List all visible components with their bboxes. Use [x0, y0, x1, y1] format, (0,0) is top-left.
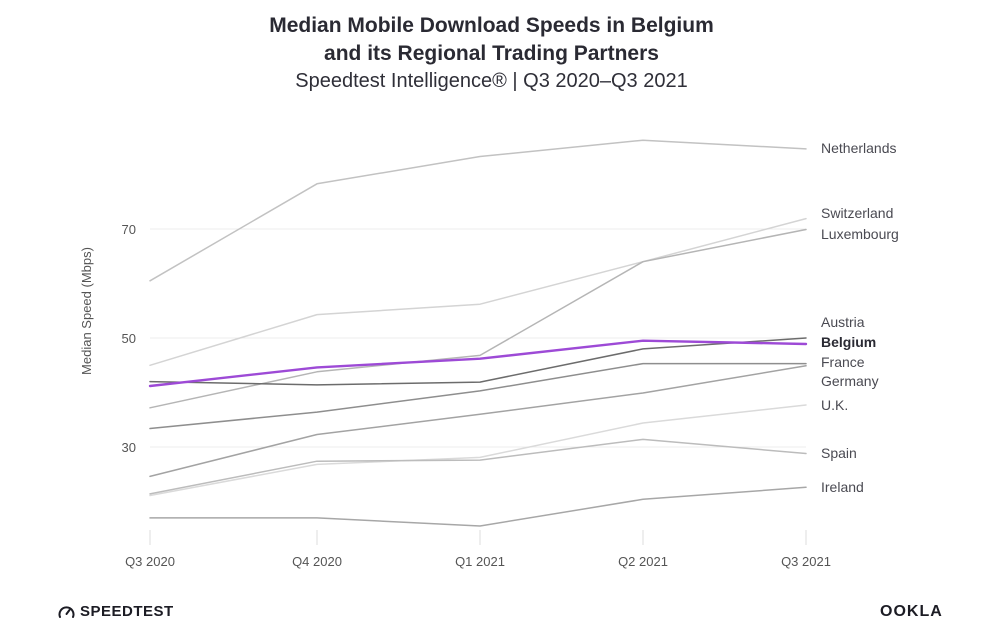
chart-title-line2: and its Regional Trading Partners	[324, 42, 659, 65]
y-axis-label: Median Speed (Mbps)	[79, 247, 94, 375]
chart-subtitle: Speedtest Intelligence® | Q3 2020–Q3 202…	[295, 70, 688, 92]
y-tick-label-50: 50	[122, 331, 136, 346]
series-line-u-k-	[149, 404, 807, 497]
series-label-spain: Spain	[821, 445, 857, 461]
series-line-france	[149, 362, 807, 430]
series-line-germany	[149, 365, 807, 478]
series-label-u-k-: U.K.	[821, 397, 848, 413]
x-tick-label: Q2 2021	[618, 554, 668, 569]
speedometer-icon	[58, 605, 75, 618]
series-line-belgium	[148, 339, 808, 388]
speedtest-wordmark: SPEEDTEST	[80, 603, 174, 620]
speedtest-logo: SPEEDTEST	[58, 603, 174, 620]
series-line-netherlands	[149, 139, 807, 282]
x-tick-label: Q1 2021	[455, 554, 505, 569]
chart-title-line1: Median Mobile Download Speeds in Belgium	[269, 14, 714, 37]
x-tick-label: Q3 2020	[125, 554, 175, 569]
series-label-luxembourg: Luxembourg	[821, 226, 899, 242]
series-label-austria: Austria	[821, 314, 865, 330]
y-tick-label-70: 70	[122, 222, 136, 237]
ookla-logo: OOKLA	[880, 603, 943, 620]
series-label-germany: Germany	[821, 373, 879, 389]
series-line-luxembourg	[149, 228, 807, 409]
series-line-spain	[149, 438, 807, 495]
series-line-austria	[149, 337, 807, 386]
series-line-ireland	[149, 486, 807, 527]
series-label-france: France	[821, 354, 865, 370]
series-label-netherlands: Netherlands	[821, 140, 897, 156]
series-label-belgium: Belgium	[821, 334, 876, 350]
x-tick-label: Q3 2021	[781, 554, 831, 569]
y-tick-label-30: 30	[122, 440, 136, 455]
series-line-switzerland	[149, 217, 807, 367]
x-tick-label: Q4 2020	[292, 554, 342, 569]
series-label-switzerland: Switzerland	[821, 205, 893, 221]
series-label-ireland: Ireland	[821, 479, 864, 495]
